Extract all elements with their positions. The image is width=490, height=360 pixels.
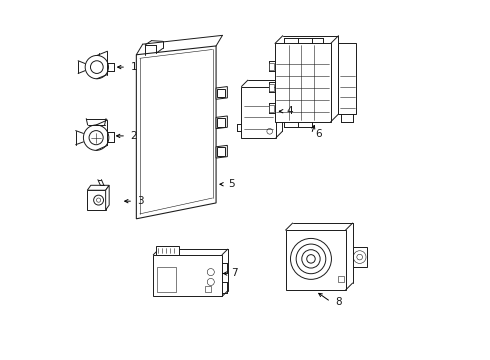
- Polygon shape: [87, 190, 106, 210]
- Polygon shape: [216, 145, 227, 158]
- Bar: [242, 86, 276, 138]
- Bar: [275, 44, 331, 122]
- Bar: [270, 63, 273, 69]
- Text: 6: 6: [316, 129, 322, 139]
- Polygon shape: [136, 46, 216, 219]
- Bar: [270, 84, 273, 91]
- Polygon shape: [216, 86, 227, 99]
- Bar: [153, 255, 222, 296]
- Bar: [286, 230, 345, 290]
- Text: 7: 7: [231, 269, 238, 279]
- Bar: [338, 276, 344, 282]
- Text: 1: 1: [130, 62, 137, 72]
- Polygon shape: [106, 185, 109, 210]
- Bar: [157, 267, 176, 292]
- Polygon shape: [216, 116, 227, 129]
- Text: 2: 2: [130, 131, 137, 141]
- Text: 4: 4: [287, 106, 293, 116]
- Bar: [205, 286, 212, 292]
- Bar: [156, 246, 179, 255]
- Bar: [218, 89, 225, 97]
- Text: 8: 8: [335, 297, 342, 307]
- Bar: [218, 148, 225, 156]
- Bar: [218, 118, 225, 127]
- Bar: [339, 44, 356, 114]
- Text: 5: 5: [228, 179, 235, 189]
- Text: 3: 3: [137, 196, 144, 206]
- Polygon shape: [87, 185, 109, 190]
- Bar: [270, 105, 273, 112]
- Bar: [353, 247, 367, 267]
